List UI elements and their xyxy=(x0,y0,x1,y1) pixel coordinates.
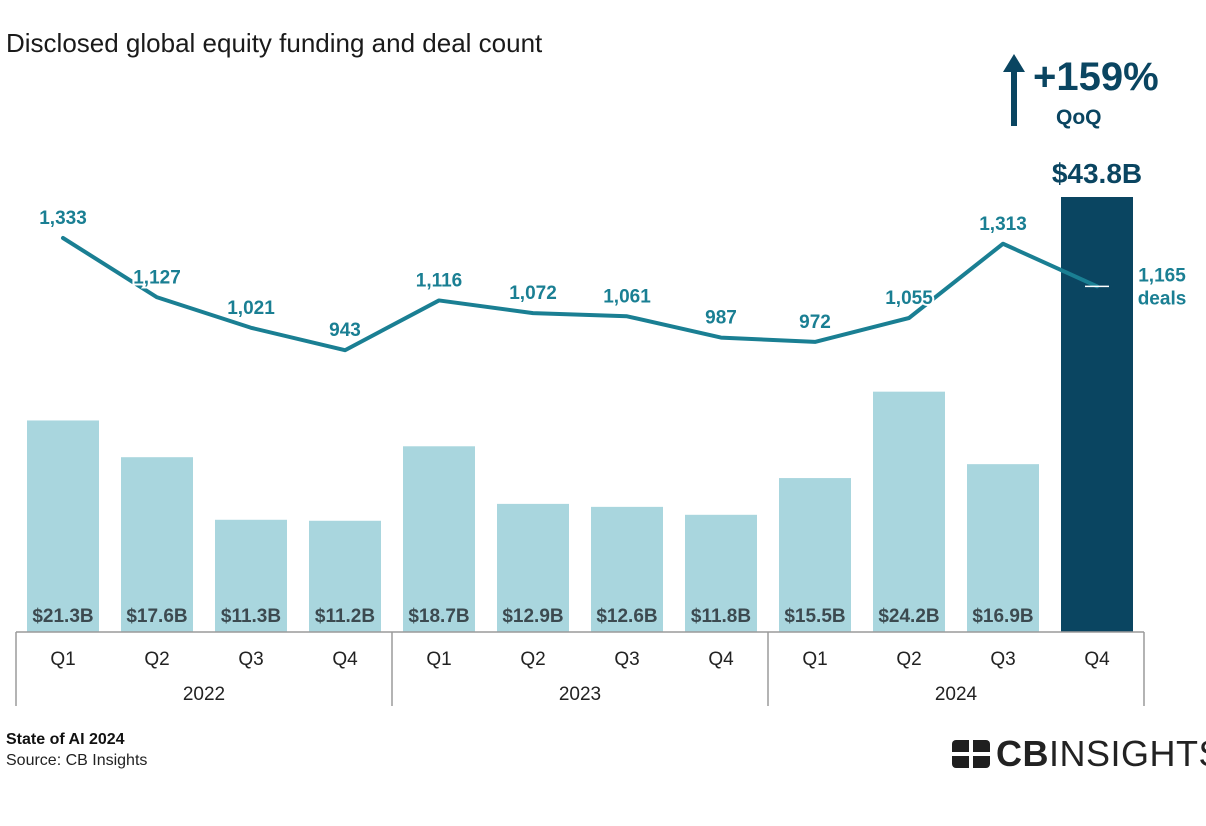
x-tick-label: Q2 xyxy=(896,649,921,670)
bar xyxy=(215,519,287,632)
year-label: 2024 xyxy=(935,684,978,705)
bar-value-label: $43.8B xyxy=(1052,158,1142,189)
logo-text-light: INSIGHTS xyxy=(1049,733,1206,774)
deal-count-label: 1,127 xyxy=(133,267,181,288)
year-label: 2022 xyxy=(183,684,225,705)
bar xyxy=(497,503,569,632)
x-tick-label: Q1 xyxy=(802,649,827,670)
up-arrow-head-icon xyxy=(1003,54,1025,72)
x-tick-label: Q2 xyxy=(520,649,545,670)
x-tick-label: Q3 xyxy=(614,649,639,670)
bar xyxy=(309,520,381,632)
bar-value-label: $24.2B xyxy=(878,606,939,627)
x-tick-label: Q4 xyxy=(708,649,734,670)
x-tick-label: Q2 xyxy=(144,649,169,670)
bars-layer: $21.3B $17.6B $11.3B $11.2B $18.7B $12.9B $12.… xyxy=(27,158,1142,632)
bar xyxy=(121,457,193,632)
footer-source: Source: CB Insights xyxy=(6,752,148,769)
qoq-change: +159% xyxy=(1033,55,1159,99)
logo-text: CBINSIGHTS xyxy=(996,734,1206,774)
bar-value-label: $16.9B xyxy=(972,606,1033,627)
bar xyxy=(873,391,945,632)
bar-value-label: $15.5B xyxy=(784,606,845,627)
bar-value-label: $17.6B xyxy=(126,606,187,627)
deal-count-line xyxy=(61,236,1099,353)
deal-count-label: 1,072 xyxy=(509,283,557,304)
deal-count-label: 1,313 xyxy=(979,214,1027,235)
bar xyxy=(591,506,663,632)
footer-report: State of AI 2024 xyxy=(6,731,125,748)
deal-count-label: 1,061 xyxy=(603,286,651,307)
x-tick-label: Q1 xyxy=(426,649,451,670)
x-tick-label: Q4 xyxy=(1084,649,1110,670)
deal-count-label: 1,333 xyxy=(39,208,87,229)
deal-count-label: 1,165 xyxy=(1138,265,1186,286)
logo-text-bold: CB xyxy=(996,733,1049,774)
bar xyxy=(967,464,1039,632)
axis-layer: Q1 Q2 Q3 Q4 Q1 Q2 Q3 Q4 Q1 Q2 Q3 Q4 2022 2023 2024 xyxy=(15,631,1145,706)
deal-count-label: 1,116 xyxy=(416,270,463,291)
line-layer: 1,333 1,127 1,021 943 1,116 1,072 1,061 987 972 1… xyxy=(37,206,1187,353)
deal-count-label: 987 xyxy=(705,308,737,329)
bar-value-label: $18.7B xyxy=(408,606,469,627)
bar-value-label: $11.8B xyxy=(691,606,751,627)
bar xyxy=(27,420,99,632)
bar-value-label: $11.3B xyxy=(221,606,281,627)
deal-count-suffix: deals xyxy=(1138,288,1187,309)
deal-count-label: 943 xyxy=(329,320,361,341)
cb-logo-mark-icon xyxy=(952,740,990,768)
bar-value-label: $12.6B xyxy=(596,606,657,627)
bar xyxy=(685,514,757,632)
bar xyxy=(779,478,851,632)
annotation-layer: +159% QoQ xyxy=(1003,54,1159,129)
x-tick-label: Q3 xyxy=(990,649,1015,670)
x-tick-label: Q4 xyxy=(332,649,358,670)
cb-insights-logo: CBINSIGHTS xyxy=(952,734,1206,774)
chart: $21.3B $17.6B $11.3B $11.2B $18.7B $12.9B $12.… xyxy=(15,54,1187,706)
x-tick-label: Q1 xyxy=(50,649,75,670)
bar-value-label: $12.9B xyxy=(502,606,563,627)
deal-count-label: 1,021 xyxy=(227,298,275,319)
qoq-period: QoQ xyxy=(1056,106,1102,129)
bar xyxy=(1061,197,1133,632)
bar-value-label: $21.3B xyxy=(32,606,93,627)
chart-title: Disclosed global equity funding and deal… xyxy=(6,28,543,58)
deal-count-label: 972 xyxy=(799,312,831,333)
bar xyxy=(403,446,475,632)
year-label: 2023 xyxy=(559,684,601,705)
x-tick-label: Q3 xyxy=(238,649,263,670)
bar-value-label: $11.2B xyxy=(315,606,375,627)
deal-count-label: 1,055 xyxy=(885,288,933,309)
